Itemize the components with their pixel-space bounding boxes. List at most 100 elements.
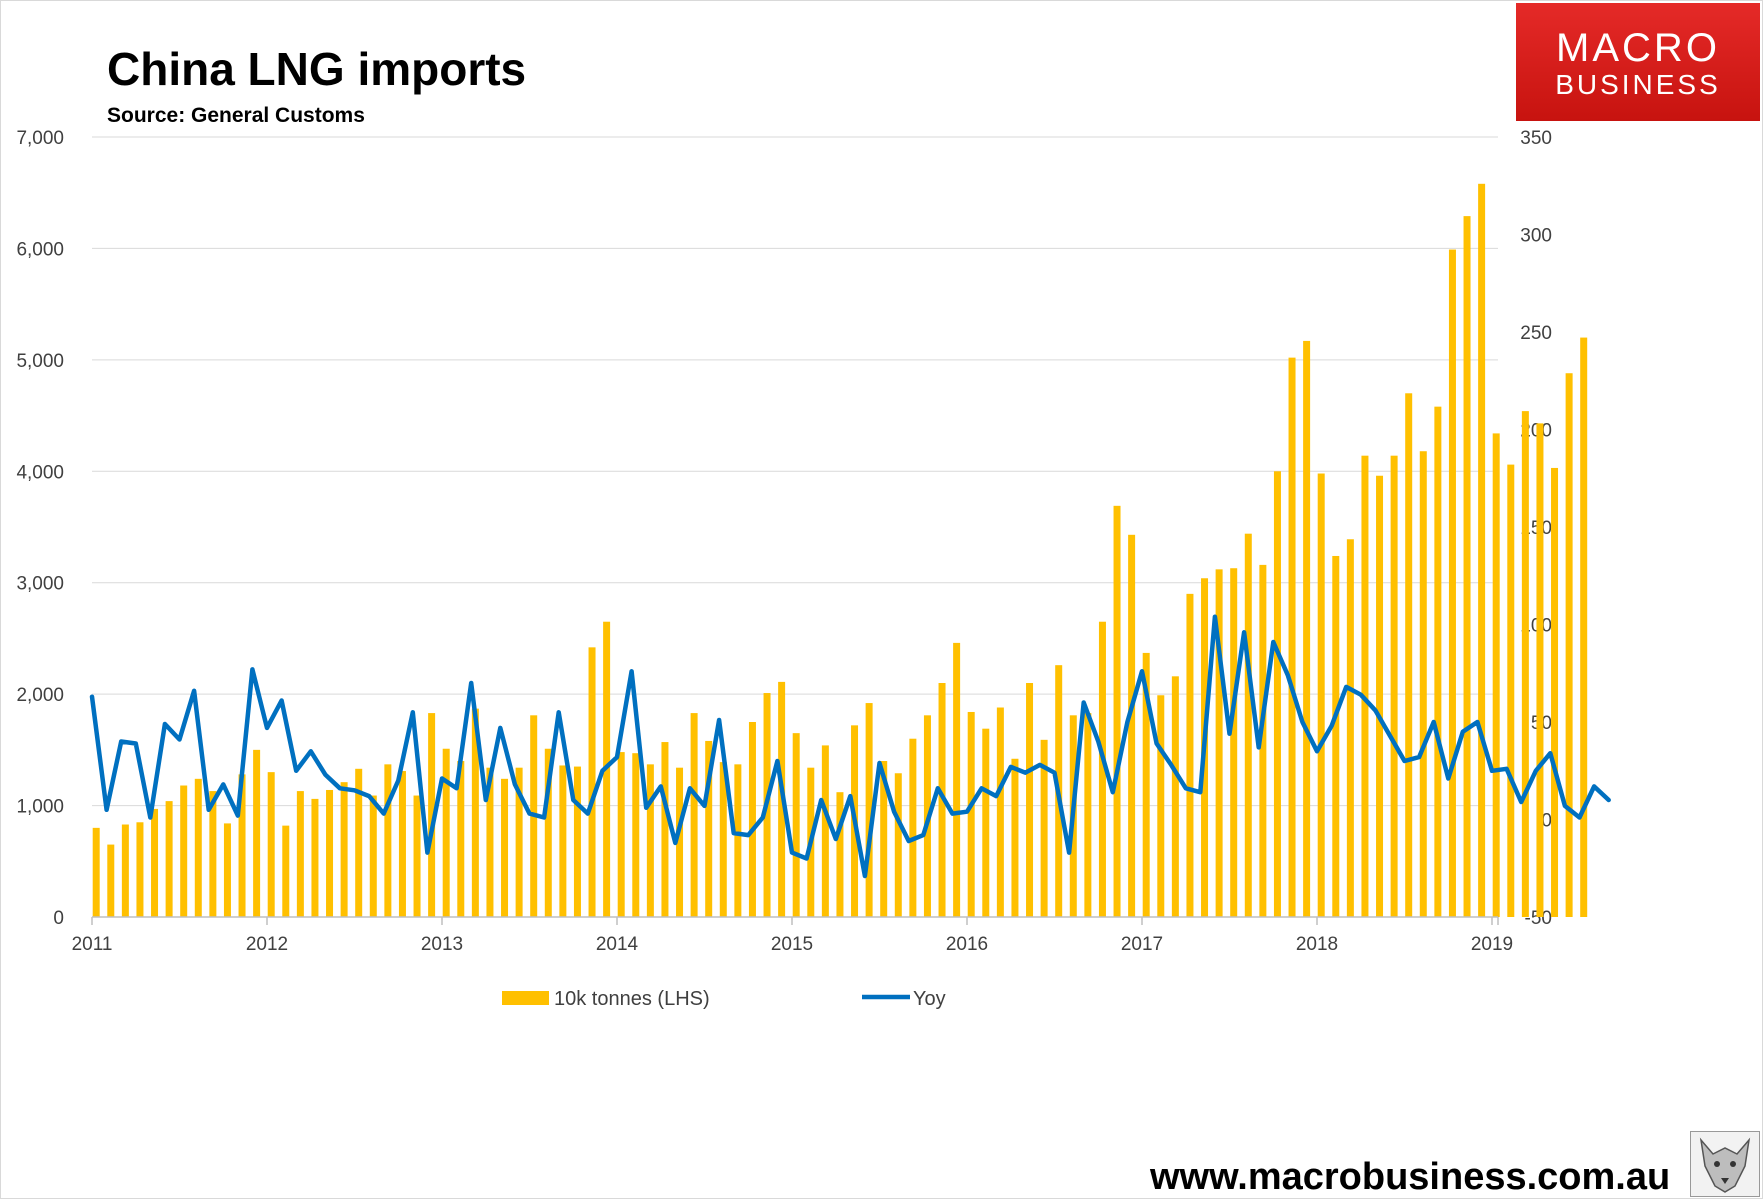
macrobusiness-logo[interactable]: MACRO BUSINESS — [1516, 3, 1760, 121]
bar — [501, 778, 509, 917]
bar — [151, 808, 159, 917]
bar — [398, 771, 406, 917]
bar — [1419, 451, 1427, 917]
right-axis-tick-label: 350 — [1520, 128, 1552, 149]
bar — [180, 785, 188, 917]
bar — [953, 642, 961, 917]
bar — [573, 766, 581, 917]
bar — [121, 824, 129, 917]
bar — [632, 753, 640, 917]
bar — [748, 722, 756, 917]
x-axis-tick-label: 2019 — [1471, 934, 1513, 955]
bar — [996, 707, 1004, 917]
bar — [1346, 539, 1354, 917]
bar — [326, 789, 334, 917]
bar — [1244, 533, 1252, 917]
x-axis-tick-label: 2013 — [421, 934, 463, 955]
bar — [1259, 564, 1267, 917]
bar — [1492, 433, 1500, 917]
bar — [296, 791, 304, 917]
bar — [719, 762, 727, 917]
x-axis-tick-label: 2018 — [1296, 934, 1338, 955]
bar — [588, 647, 596, 917]
yoy-line — [89, 614, 1611, 879]
bar — [690, 713, 698, 917]
bar — [865, 703, 873, 917]
x-axis-tick-label: 2015 — [771, 934, 813, 955]
left-axis-tick-label: 5,000 — [16, 351, 64, 372]
bar — [194, 778, 202, 917]
bar — [1303, 340, 1311, 917]
bar — [136, 822, 144, 917]
chart-source: Source: General Customs — [107, 104, 365, 127]
bar — [282, 825, 290, 917]
bar — [1084, 713, 1092, 917]
bar — [1273, 471, 1281, 917]
x-axis-tick-label: 2014 — [596, 934, 639, 955]
bar — [1317, 473, 1325, 917]
bar — [253, 749, 261, 917]
right-axis-tick-label: 300 — [1520, 226, 1552, 247]
bar — [1565, 373, 1573, 917]
bar — [1478, 183, 1486, 918]
bar — [1376, 475, 1384, 917]
bar — [1230, 568, 1238, 917]
x-axis-tick-label: 2016 — [946, 934, 988, 955]
bar — [836, 792, 844, 917]
bar — [646, 764, 654, 917]
bar — [471, 708, 479, 917]
bar — [1128, 534, 1136, 917]
x-axis-tick-label: 2012 — [246, 934, 288, 955]
bar — [880, 761, 888, 917]
bar — [1142, 652, 1150, 917]
left-axis-tick-label: 2,000 — [16, 685, 64, 706]
bar — [165, 801, 173, 917]
left-axis-tick-label: 0 — [53, 908, 64, 929]
bar — [1361, 455, 1369, 917]
bar — [894, 773, 902, 917]
x-axis-tick-label: 2017 — [1121, 934, 1163, 955]
bar — [92, 827, 100, 917]
left-axis-tick-label: 4,000 — [16, 462, 64, 483]
bar — [267, 772, 275, 917]
bar — [238, 774, 246, 917]
bar — [355, 768, 363, 917]
bar — [384, 764, 392, 917]
bar — [442, 748, 450, 917]
bar — [792, 733, 800, 917]
bar — [1288, 357, 1296, 918]
bar — [369, 795, 377, 917]
bar — [1580, 337, 1588, 918]
bar — [1011, 758, 1019, 917]
bar — [909, 738, 917, 917]
bar — [559, 765, 567, 917]
bar — [1507, 464, 1515, 917]
bar — [413, 795, 421, 917]
x-axis-tick-label: 2011 — [72, 934, 113, 955]
bar — [428, 713, 436, 917]
website-link[interactable]: www.macrobusiness.com.au — [1150, 1156, 1671, 1198]
bar — [1040, 739, 1048, 917]
left-axis-tick-label: 1,000 — [16, 797, 64, 818]
bar — [223, 823, 231, 917]
bar — [107, 844, 115, 917]
left-axis-tick-label: 7,000 — [16, 128, 64, 149]
bar — [340, 782, 348, 917]
bar — [515, 767, 523, 917]
bar — [457, 761, 465, 917]
bar — [705, 740, 713, 917]
bar — [734, 764, 742, 917]
bar — [1157, 695, 1165, 917]
bar — [967, 711, 975, 917]
bar — [311, 798, 319, 917]
bar — [821, 745, 829, 917]
left-axis-tick-label: 3,000 — [16, 574, 64, 595]
bar — [982, 728, 990, 917]
bar — [1332, 555, 1340, 917]
bar — [1551, 467, 1559, 917]
right-axis-tick-label: 0 — [1541, 811, 1552, 832]
bar — [1405, 393, 1413, 917]
right-axis-tick-label: -50 — [1525, 908, 1552, 929]
bar — [1026, 683, 1034, 917]
